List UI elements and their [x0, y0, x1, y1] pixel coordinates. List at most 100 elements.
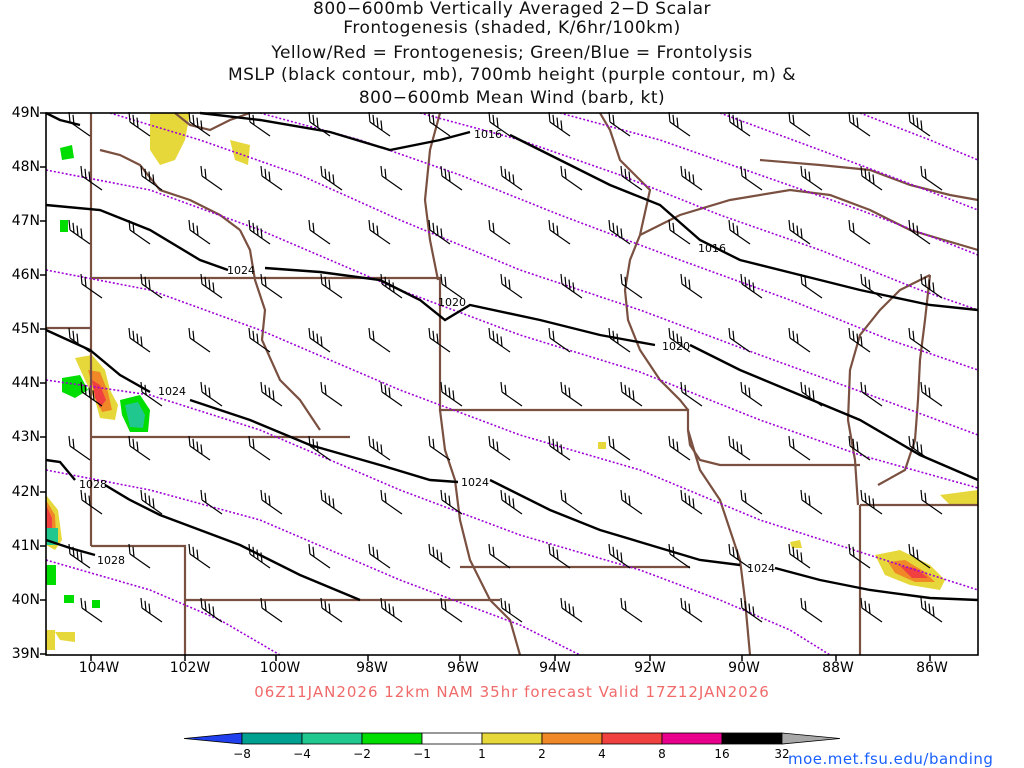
wind-barb [728, 111, 751, 137]
wind-barb [188, 219, 211, 245]
wind-barb [908, 111, 931, 137]
colorbar-segment [481, 732, 543, 745]
lon-label: 92W [634, 660, 666, 676]
wind-barb [308, 543, 331, 569]
wind-barb [860, 597, 883, 623]
wind-barb [80, 273, 103, 299]
wind-barb [320, 489, 343, 515]
wind-barb [80, 597, 103, 623]
wind-barb [608, 327, 631, 353]
wind-barb [488, 111, 511, 137]
colorbar-label: 16 [714, 747, 730, 761]
wind-barb [260, 489, 283, 515]
wind-barb [200, 273, 223, 299]
colorbar-label: −4 [293, 747, 311, 761]
lon-label: 102W [169, 660, 211, 676]
wind-barb [488, 435, 511, 461]
wind-barb [260, 273, 283, 299]
wind-barb [608, 543, 631, 569]
wind-barb [848, 219, 871, 245]
wind-barb [848, 543, 871, 569]
wind-barb [320, 381, 343, 407]
wind-barb [800, 489, 823, 515]
wind-barb [68, 219, 91, 245]
lat-label: 45N [11, 321, 40, 337]
wind-barb [128, 327, 151, 353]
wind-barb [320, 273, 343, 299]
wind-barb [680, 273, 703, 299]
wind-barb [188, 327, 211, 353]
wind-barb [380, 381, 403, 407]
wind-barb [500, 597, 523, 623]
wind-barb [788, 543, 811, 569]
wind-barb [920, 165, 943, 191]
isobars [45, 111, 979, 602]
wind-barb [488, 219, 511, 245]
wind-barb [560, 597, 583, 623]
wind-barb [260, 165, 283, 191]
wind-barb [548, 543, 571, 569]
isobar-labels: 1016 1016 1020 1020 1024 1024 1024 1028 … [79, 128, 775, 575]
wind-barb [248, 435, 271, 461]
wind-barb [668, 327, 691, 353]
isobar-label: 1020 [438, 296, 466, 309]
wind-barb [308, 219, 331, 245]
wind-barb [680, 489, 703, 515]
axis-ticks [40, 112, 931, 661]
lat-label: 43N [11, 429, 40, 445]
colorbar-label: 2 [538, 747, 546, 761]
isobar-label: 1028 [79, 478, 107, 491]
colorbar-segment [361, 732, 423, 745]
wind-barb [368, 327, 391, 353]
wind-barb [560, 489, 583, 515]
wind-barb [788, 327, 811, 353]
source-url[interactable]: moe.met.fsu.edu/banding [788, 750, 994, 768]
colorbar [183, 732, 841, 745]
wind-barb [308, 435, 331, 461]
wind-barb [260, 381, 283, 407]
wind-barb [248, 543, 271, 569]
wind-barb [500, 489, 523, 515]
isobar-label: 1024 [227, 264, 255, 277]
wind-barb [848, 111, 871, 137]
colorbar-label: 8 [658, 747, 666, 761]
wind-barb [380, 489, 403, 515]
isobar-label: 1024 [158, 385, 186, 398]
wind-barb [788, 111, 811, 137]
wind-barb [200, 381, 223, 407]
wind-barb [320, 165, 343, 191]
wind-barb [920, 273, 943, 299]
wind-barb [788, 219, 811, 245]
colorbar-label: −2 [353, 747, 371, 761]
wind-barb [140, 165, 163, 191]
colorbar-label: 32 [774, 747, 790, 761]
wind-barb [440, 381, 463, 407]
wind-barb [548, 111, 571, 137]
wind-barb [380, 165, 403, 191]
wind-barb [560, 273, 583, 299]
wind-barb [428, 435, 451, 461]
wind-barbs [68, 111, 943, 623]
wind-barb [188, 543, 211, 569]
lon-label: 90W [728, 660, 760, 676]
colorbar-segment [183, 732, 243, 745]
lon-label: 98W [356, 660, 388, 676]
frontolysis-shading [46, 145, 150, 608]
wind-barb [848, 435, 871, 461]
wind-barb [920, 489, 943, 515]
wind-barb [380, 273, 403, 299]
lon-label: 104W [78, 660, 120, 676]
lat-label: 48N [11, 159, 40, 175]
height-contours [45, 112, 979, 656]
wind-barb [740, 165, 763, 191]
wind-barb [800, 381, 823, 407]
wind-barb [560, 381, 583, 407]
wind-barb [620, 165, 643, 191]
wind-barb [368, 435, 391, 461]
lon-label: 94W [539, 660, 571, 676]
wind-barb [680, 381, 703, 407]
colorbar-segment [601, 732, 663, 745]
isobar-label: 1028 [97, 554, 125, 567]
wind-barb [908, 327, 931, 353]
